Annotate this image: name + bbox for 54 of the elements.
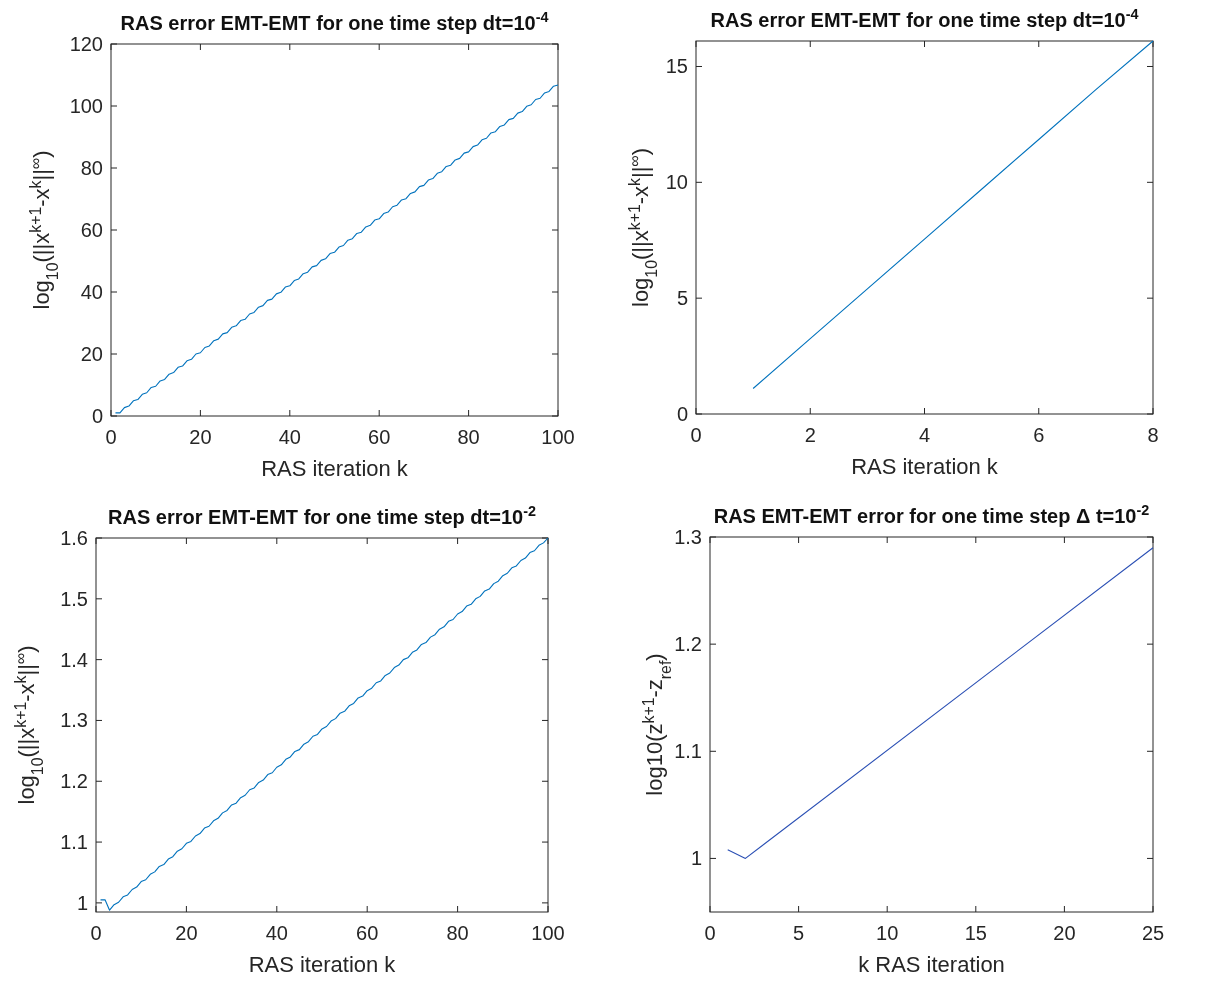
x-tick-label: 40 [278, 426, 301, 448]
x-tick-label: 25 [1141, 922, 1165, 944]
x-tick-label: 100 [541, 426, 575, 448]
x-tick-label: 10 [876, 922, 899, 944]
y-tick-label: 1.3 [674, 526, 702, 548]
x-tick-label: 60 [356, 922, 379, 944]
y-tick-label: 1.3 [60, 709, 88, 732]
x-tick-label: 2 [804, 424, 816, 446]
chart-title: RAS error EMT-EMT for one time step dt=10$^{-4}$ [710, 6, 1139, 31]
line-series [99, 537, 549, 911]
y-tick-label: 1.1 [60, 831, 88, 854]
y-tick-label: 1.2 [674, 633, 702, 656]
x-tick-label: 80 [446, 922, 469, 944]
x-tick-label: 40 [265, 922, 288, 944]
y-tick-label: 20 [80, 343, 103, 365]
x-tick-label: 20 [175, 922, 198, 944]
x-axis-title: k RAS iteration [858, 952, 1005, 977]
chart-title: RAS error EMT-EMT for one time step dt=10$^{-4}$ [120, 9, 549, 34]
x-tick-label: 80 [457, 426, 480, 448]
y-tick-label: 100 [69, 95, 103, 117]
x-tick-label: 60 [368, 426, 391, 448]
y-tick-label: 40 [80, 281, 103, 303]
y-tick-label: 15 [665, 55, 688, 78]
y-tick-label: 120 [69, 33, 103, 55]
y-tick-label: 0 [676, 403, 688, 425]
x-tick-label: 15 [964, 922, 987, 944]
y-tick-label: 1 [690, 847, 702, 870]
x-tick-label: 20 [189, 426, 212, 448]
chart-title: RAS EMT-EMT error for one time step Δ t=10$^{-2}$ [713, 502, 1150, 527]
y-tick-label: 80 [80, 157, 103, 179]
x-tick-label: 0 [105, 426, 117, 448]
y-tick-label: 1.2 [60, 770, 88, 793]
x-axis-title: RAS iteration k [851, 454, 999, 479]
x-axis-title: RAS iteration k [248, 952, 397, 977]
x-tick-label: 20 [1053, 922, 1076, 944]
x-tick-label: 0 [704, 922, 716, 944]
x-tick-label: 5 [793, 922, 805, 944]
x-tick-label: 8 [1147, 424, 1159, 446]
x-tick-label: 6 [1033, 424, 1045, 446]
y-tick-label: 60 [80, 219, 103, 241]
y-tick-label: 0 [91, 405, 103, 427]
x-tick-label: 4 [918, 424, 931, 446]
y-tick-label: 1 [76, 891, 88, 914]
y-tick-label: 1.1 [674, 740, 702, 763]
y-tick-label: 5 [676, 287, 688, 310]
y-tick-label: 1.4 [60, 648, 88, 671]
x-tick-label: 100 [531, 922, 565, 944]
y-tick-label: 10 [665, 171, 688, 194]
line-series [114, 84, 559, 414]
y-tick-label: 1.5 [60, 587, 88, 610]
line-series [752, 40, 1154, 390]
y-tick-label: 1.6 [60, 527, 88, 549]
x-axis-title: RAS iteration k [261, 456, 409, 481]
chart-title: RAS error EMT-EMT for one time step dt=10$^{-2}$ [108, 503, 536, 528]
